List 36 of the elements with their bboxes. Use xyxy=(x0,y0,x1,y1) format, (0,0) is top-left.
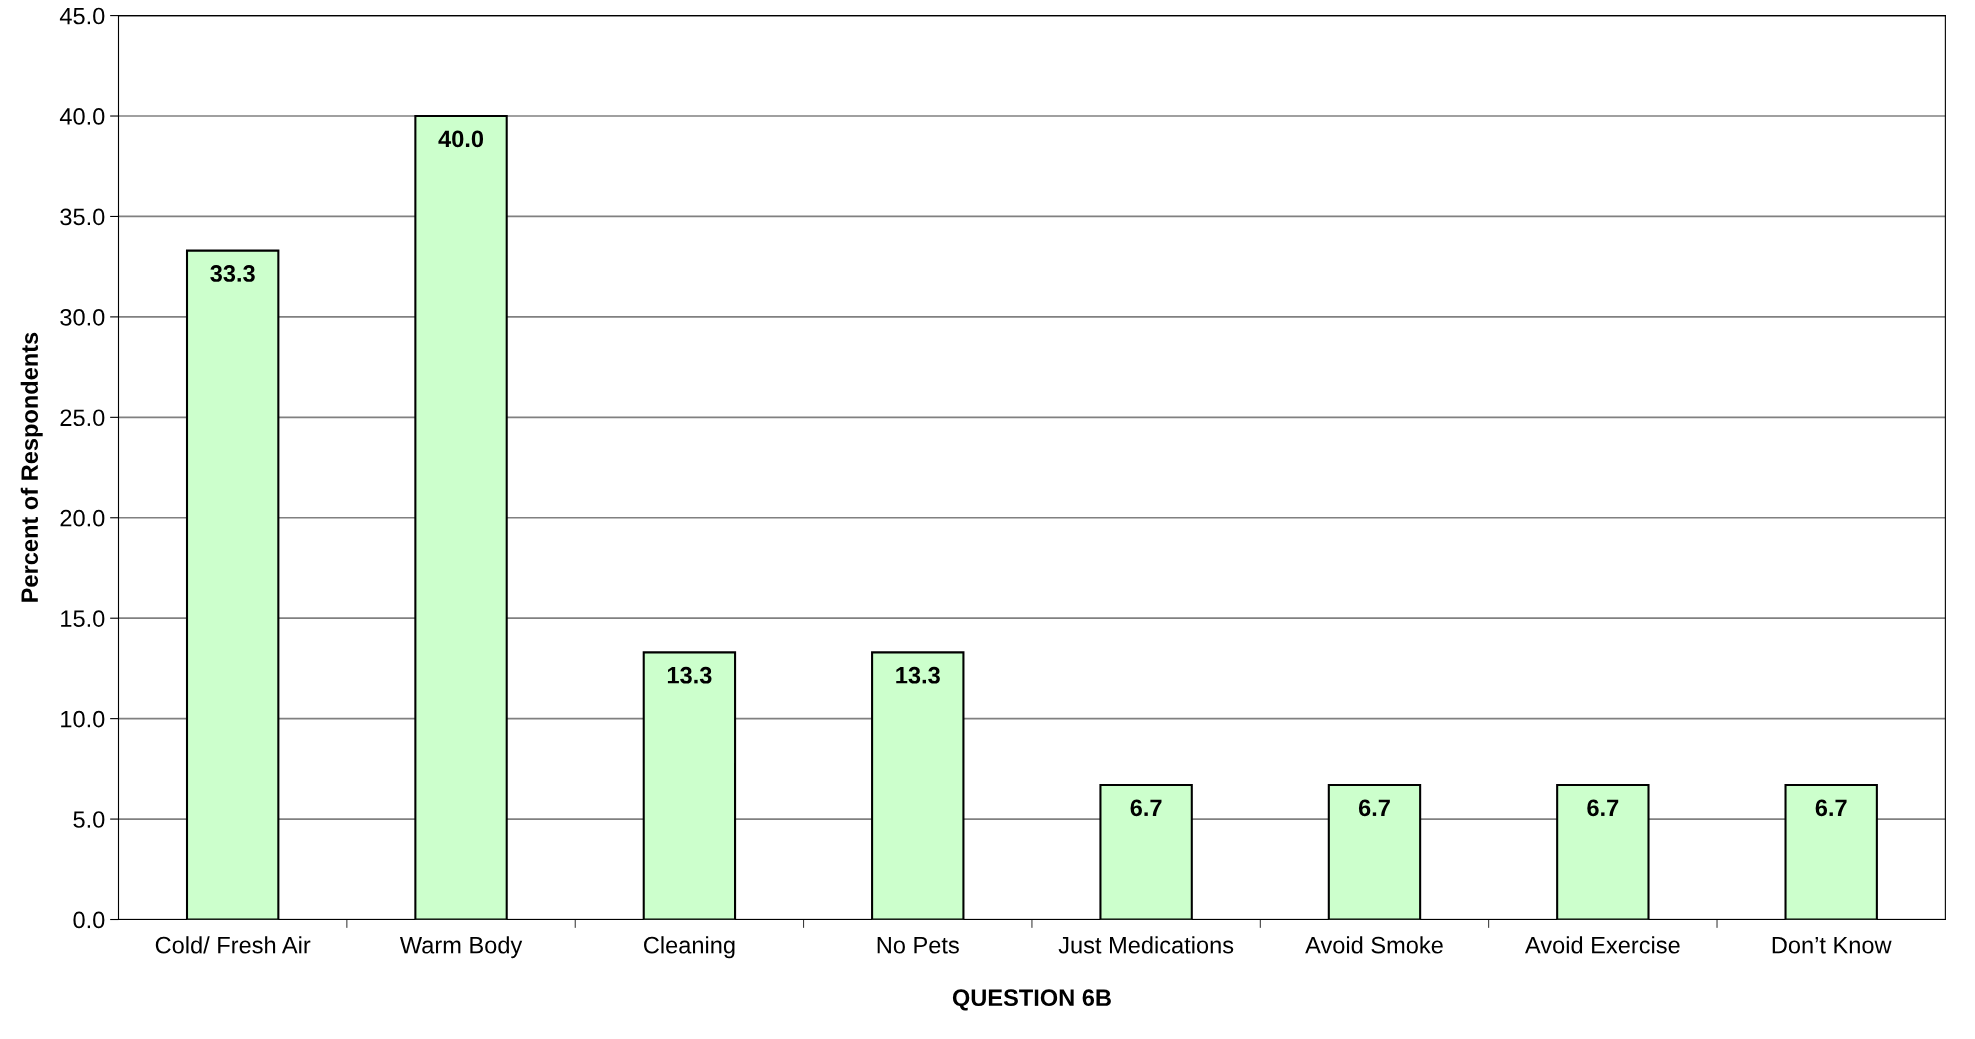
bar xyxy=(185,249,280,920)
y-tick-label: 25.0 xyxy=(60,409,105,427)
x-tick-label: Warm Body xyxy=(399,936,523,959)
bar xyxy=(1099,783,1193,920)
data-label: 6.7 xyxy=(1815,799,1847,817)
data-label: 13.3 xyxy=(896,666,940,684)
y-tick-label: 40.0 xyxy=(59,108,105,125)
data-label: 6.7 xyxy=(1587,799,1619,817)
data-label: 13.3 xyxy=(667,666,712,684)
bar xyxy=(642,651,737,920)
data-label: 33.3 xyxy=(210,265,255,282)
y-axis-title: Percent of Respondents xyxy=(20,332,43,602)
y-tick-label: 0.0 xyxy=(73,911,105,929)
x-tick-label: Cleaning xyxy=(644,936,735,959)
data-label: 6.7 xyxy=(1130,799,1162,817)
y-tick-label: 5.0 xyxy=(73,811,105,828)
bar xyxy=(1784,783,1878,920)
x-tick-label: Just Medications xyxy=(1058,936,1234,954)
y-tick-label: 20.0 xyxy=(60,509,105,527)
data-label: 6.7 xyxy=(1358,799,1390,817)
bar xyxy=(871,651,965,920)
y-tick-label: 15.0 xyxy=(61,610,105,627)
bar xyxy=(1327,783,1422,920)
y-tick-label: 30.0 xyxy=(60,308,105,326)
y-tick-label: 35.0 xyxy=(60,208,105,226)
x-tick-label: Avoid Exercise xyxy=(1525,936,1680,954)
x-tick-label: Avoid Smoke xyxy=(1305,936,1443,954)
x-tick-label: Cold/ Fresh Air xyxy=(155,936,311,954)
x-axis-title: QUESTION 6B xyxy=(952,989,1111,1011)
x-tick-label: No Pets xyxy=(877,937,959,954)
x-tick-label: Don’t Know xyxy=(1772,937,1892,954)
bar xyxy=(414,114,508,920)
data-label: 40.0 xyxy=(438,130,484,148)
y-tick-label: 10.0 xyxy=(61,710,105,728)
bar xyxy=(1556,783,1650,920)
y-tick-label: 45.0 xyxy=(59,7,105,25)
